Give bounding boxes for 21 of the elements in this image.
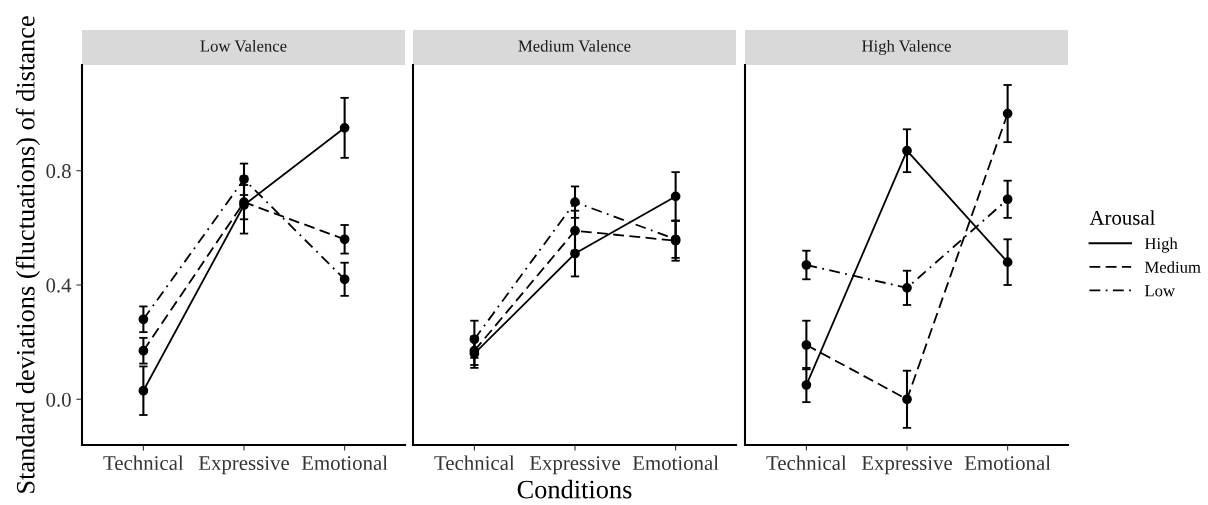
x-tick-label: Expressive	[861, 456, 952, 475]
chart-title: Low Valence	[200, 39, 287, 52]
chart-title: High Valence	[862, 39, 951, 56]
x-tick-label: Expressive	[529, 456, 620, 475]
legend-label: Medium	[1144, 261, 1201, 273]
x-tick-label: Emotional	[632, 455, 719, 471]
x-tick-label: Technical	[766, 455, 847, 471]
y-tick-label: 0.0	[46, 392, 71, 407]
legend-label: High	[1144, 237, 1178, 253]
x-tick-label: Expressive	[198, 456, 289, 475]
y-tick-label: 0.4	[46, 278, 72, 293]
x-axis-title: Conditions	[517, 479, 632, 499]
x-tick-label: Emotional	[301, 455, 388, 471]
x-tick-label: Technical	[103, 455, 184, 471]
legend-label: Low	[1144, 285, 1175, 297]
y-axis-title: Standard deviations (fluctuations) of distance	[15, 16, 40, 493]
chart-title: Medium Valence	[518, 39, 631, 52]
legend-title: Arousal	[1089, 210, 1155, 225]
y-tick-label: 0.8	[46, 164, 71, 179]
x-tick-label: Emotional	[964, 455, 1051, 471]
x-tick-label: Technical	[434, 455, 515, 471]
